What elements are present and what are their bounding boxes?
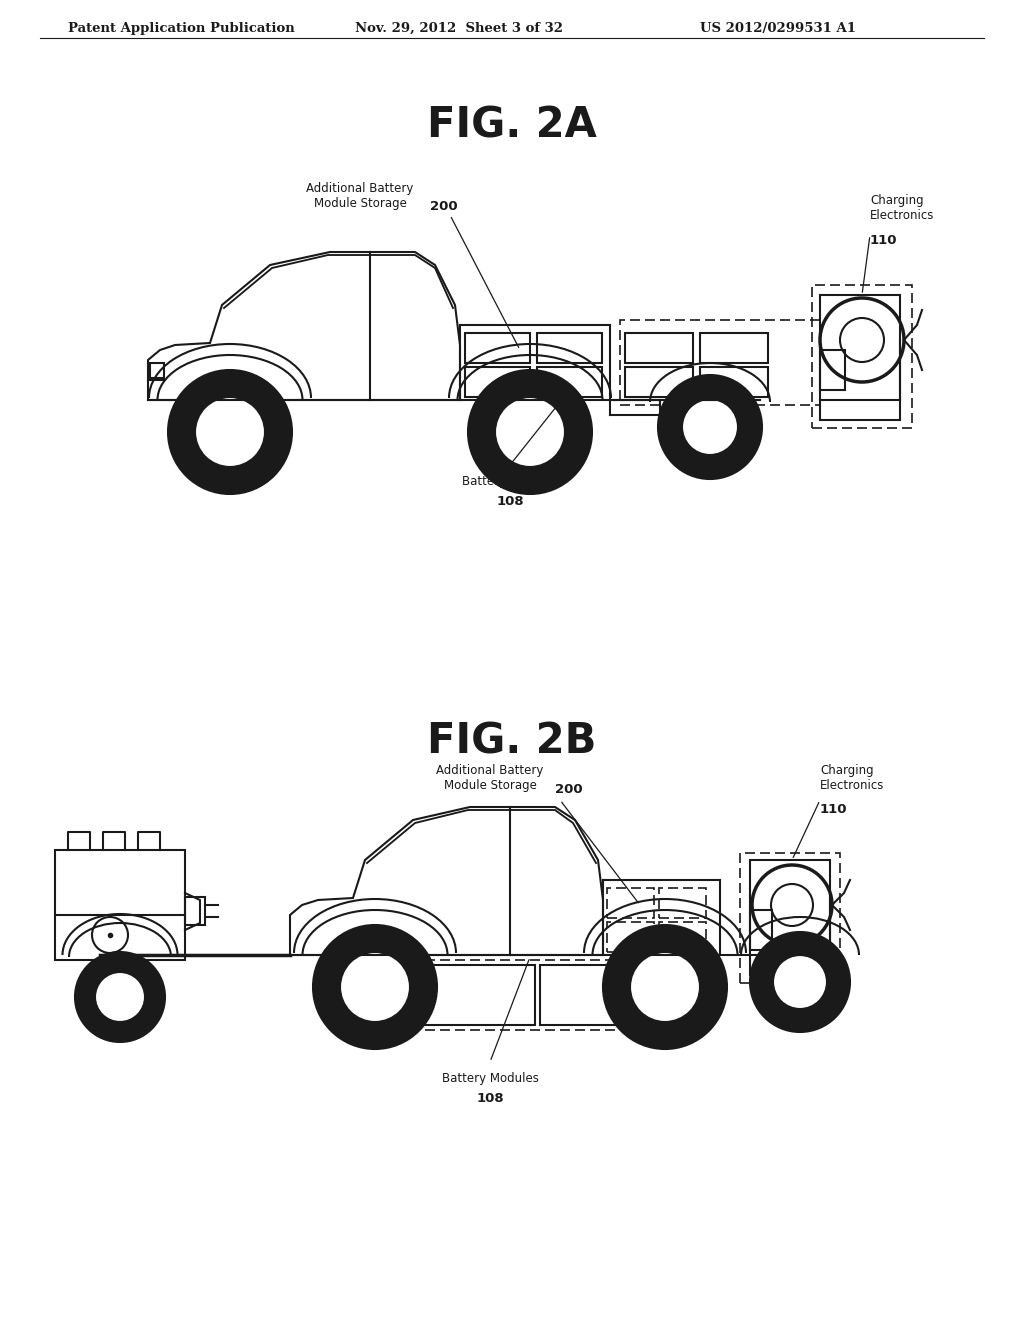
Circle shape (658, 375, 762, 479)
Circle shape (682, 399, 738, 455)
Bar (537, 367, 602, 397)
Circle shape (168, 370, 292, 494)
Bar (659, 888, 706, 917)
Text: Charging
Electronics: Charging Electronics (820, 764, 885, 792)
Bar (540, 965, 690, 1026)
Bar (750, 909, 772, 950)
Circle shape (195, 397, 265, 467)
Text: Additional Battery
Module Storage: Additional Battery Module Storage (306, 182, 414, 210)
Bar (625, 333, 693, 363)
Circle shape (313, 925, 437, 1049)
Bar (150, 363, 164, 378)
Bar (625, 367, 693, 397)
Bar (607, 921, 654, 952)
Bar (620, 319, 820, 405)
Bar (55, 850, 185, 960)
Text: FIG. 2A: FIG. 2A (427, 106, 597, 147)
Bar (537, 333, 602, 363)
Text: Battery Modules: Battery Modules (441, 1072, 539, 1085)
Bar (465, 367, 530, 397)
Circle shape (468, 370, 592, 494)
Bar (740, 853, 840, 983)
Text: Patent Application Publication: Patent Application Publication (68, 22, 295, 36)
Bar (700, 367, 768, 397)
Bar (700, 333, 768, 363)
Bar (185, 898, 205, 925)
Circle shape (75, 952, 165, 1041)
Bar (820, 350, 845, 389)
Text: Nov. 29, 2012  Sheet 3 of 32: Nov. 29, 2012 Sheet 3 of 32 (355, 22, 563, 36)
Text: 200: 200 (430, 201, 458, 213)
Text: Additional Battery
Module Storage: Additional Battery Module Storage (436, 764, 544, 792)
Circle shape (773, 954, 827, 1008)
Text: 200: 200 (555, 783, 583, 796)
Circle shape (495, 397, 565, 467)
Bar (607, 888, 654, 917)
Text: FIG. 2B: FIG. 2B (427, 719, 597, 762)
Bar (465, 333, 530, 363)
Text: 110: 110 (820, 803, 848, 816)
Text: US 2012/0299531 A1: US 2012/0299531 A1 (700, 22, 856, 36)
Bar (659, 921, 706, 952)
Circle shape (630, 952, 700, 1022)
Text: Battery Modules: Battery Modules (462, 475, 558, 488)
Circle shape (750, 932, 850, 1032)
Text: 108: 108 (476, 1092, 504, 1105)
Bar (395, 960, 695, 1030)
Bar (400, 965, 535, 1026)
Bar (812, 285, 912, 428)
Circle shape (95, 972, 145, 1022)
Circle shape (340, 952, 410, 1022)
Bar (820, 294, 900, 420)
Text: Charging
Electronics: Charging Electronics (870, 194, 934, 222)
Circle shape (603, 925, 727, 1049)
Text: 108: 108 (497, 495, 524, 508)
Text: 110: 110 (870, 234, 897, 247)
Bar (750, 861, 830, 975)
